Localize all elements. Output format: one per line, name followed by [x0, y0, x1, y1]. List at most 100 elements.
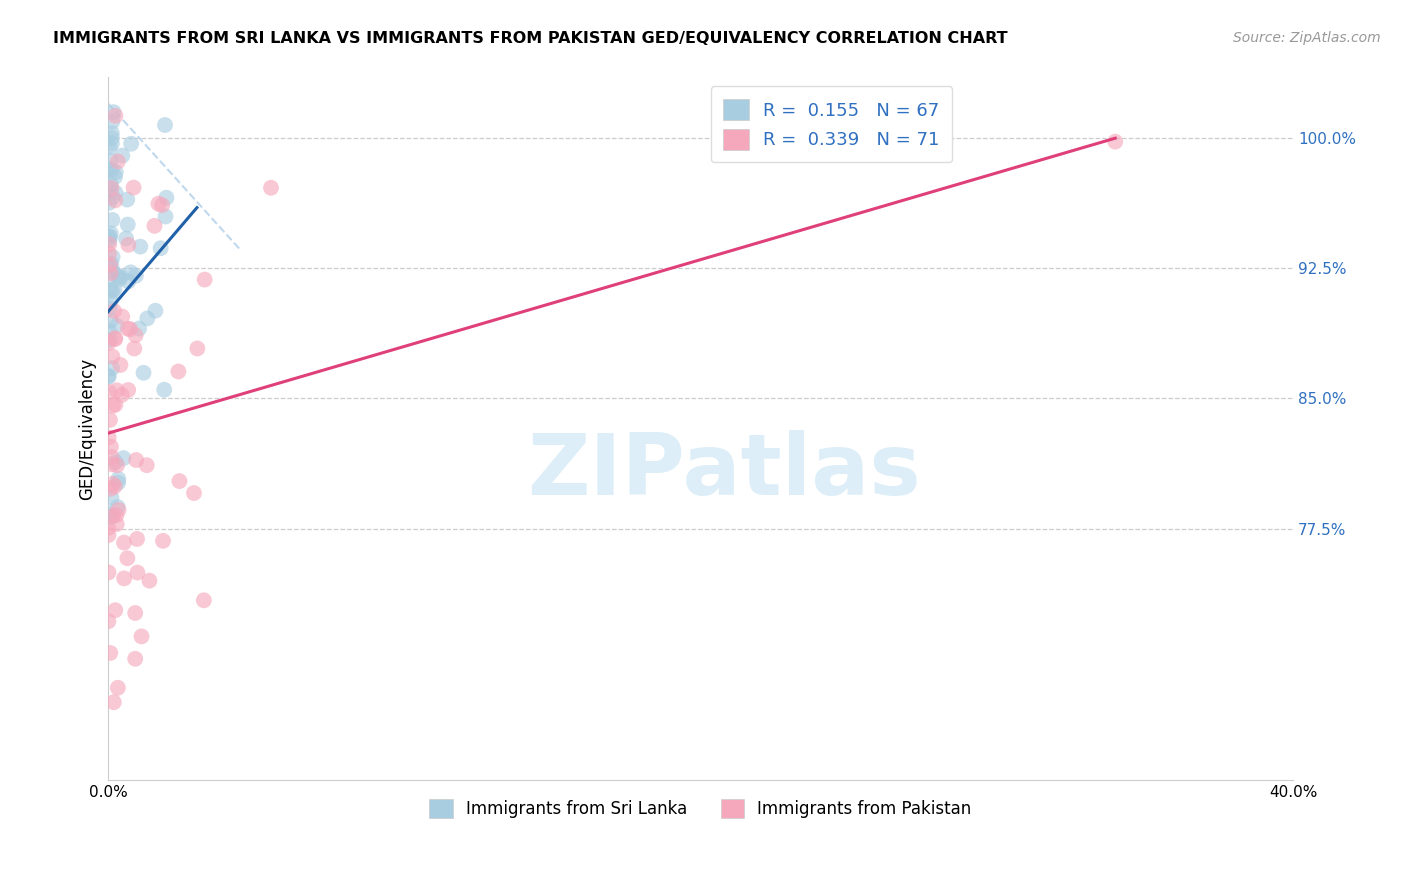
Point	[153, 383, 176, 397]
Point	[153, 118, 176, 132]
Point	[104, 186, 127, 200]
Point	[117, 551, 139, 566]
Point	[129, 239, 152, 253]
Point	[97, 528, 120, 542]
Point	[107, 503, 129, 517]
Point	[100, 491, 122, 505]
Point	[100, 510, 122, 524]
Point	[186, 342, 208, 356]
Point	[111, 148, 134, 162]
Point	[107, 475, 129, 490]
Point	[128, 321, 150, 335]
Point	[101, 508, 124, 523]
Point	[122, 180, 145, 194]
Point	[149, 241, 172, 255]
Point	[105, 318, 128, 333]
Point	[117, 383, 139, 397]
Point	[105, 508, 128, 523]
Point	[104, 455, 127, 469]
Point	[125, 532, 148, 546]
Point	[101, 361, 124, 376]
Point	[103, 282, 125, 296]
Point	[100, 227, 122, 241]
Point	[167, 364, 190, 378]
Point	[97, 566, 120, 580]
Point	[117, 275, 139, 289]
Point	[120, 265, 142, 279]
Point	[97, 369, 120, 384]
Point	[100, 257, 122, 271]
Point	[101, 213, 124, 227]
Point	[107, 268, 129, 283]
Point	[155, 191, 177, 205]
Point	[104, 169, 127, 184]
Point	[98, 233, 121, 247]
Point	[104, 332, 127, 346]
Point	[107, 681, 129, 695]
Point	[98, 153, 121, 168]
Point	[105, 458, 128, 473]
Point	[100, 293, 122, 308]
Point	[97, 384, 120, 399]
Point	[100, 181, 122, 195]
Point	[100, 313, 122, 327]
Point	[100, 162, 122, 177]
Point	[100, 178, 122, 192]
Point	[131, 629, 153, 643]
Point	[97, 195, 120, 210]
Point	[145, 303, 167, 318]
Point	[111, 388, 134, 402]
Legend: Immigrants from Sri Lanka, Immigrants from Pakistan: Immigrants from Sri Lanka, Immigrants fr…	[423, 792, 979, 825]
Point	[101, 458, 124, 472]
Point	[110, 269, 132, 284]
Point	[101, 131, 124, 145]
Point	[124, 328, 146, 343]
Point	[103, 695, 125, 709]
Point	[107, 472, 129, 486]
Point	[103, 105, 125, 120]
Point	[100, 266, 122, 280]
Point	[117, 237, 139, 252]
Point	[97, 162, 120, 177]
Point	[98, 301, 121, 315]
Point	[183, 486, 205, 500]
Point	[101, 136, 124, 151]
Point	[107, 500, 129, 514]
Point	[112, 451, 135, 466]
Point	[104, 165, 127, 179]
Point	[101, 350, 124, 364]
Point	[97, 521, 120, 535]
Point	[115, 193, 138, 207]
Point	[104, 603, 127, 617]
Point	[97, 614, 120, 628]
Point	[100, 440, 122, 454]
Point	[152, 533, 174, 548]
Point	[104, 194, 127, 208]
Point	[97, 430, 120, 444]
Point	[148, 196, 170, 211]
Point	[136, 311, 159, 326]
Point	[104, 479, 127, 493]
Point	[110, 358, 132, 372]
Point	[111, 310, 134, 324]
Point	[260, 181, 283, 195]
Point	[100, 283, 122, 297]
Text: ZIPatlas: ZIPatlas	[527, 430, 921, 513]
Point	[100, 482, 122, 496]
Point	[115, 231, 138, 245]
Point	[97, 507, 120, 521]
Point	[101, 126, 124, 140]
Point	[155, 210, 177, 224]
Point	[127, 566, 149, 580]
Point	[103, 265, 125, 279]
Point	[101, 250, 124, 264]
Y-axis label: GED/Equivalency: GED/Equivalency	[79, 358, 96, 500]
Point	[98, 258, 121, 272]
Point	[112, 535, 135, 549]
Point	[101, 114, 124, 128]
Point	[194, 272, 217, 286]
Point	[143, 219, 166, 233]
Point	[108, 272, 131, 286]
Point	[124, 342, 146, 356]
Point	[104, 109, 127, 123]
